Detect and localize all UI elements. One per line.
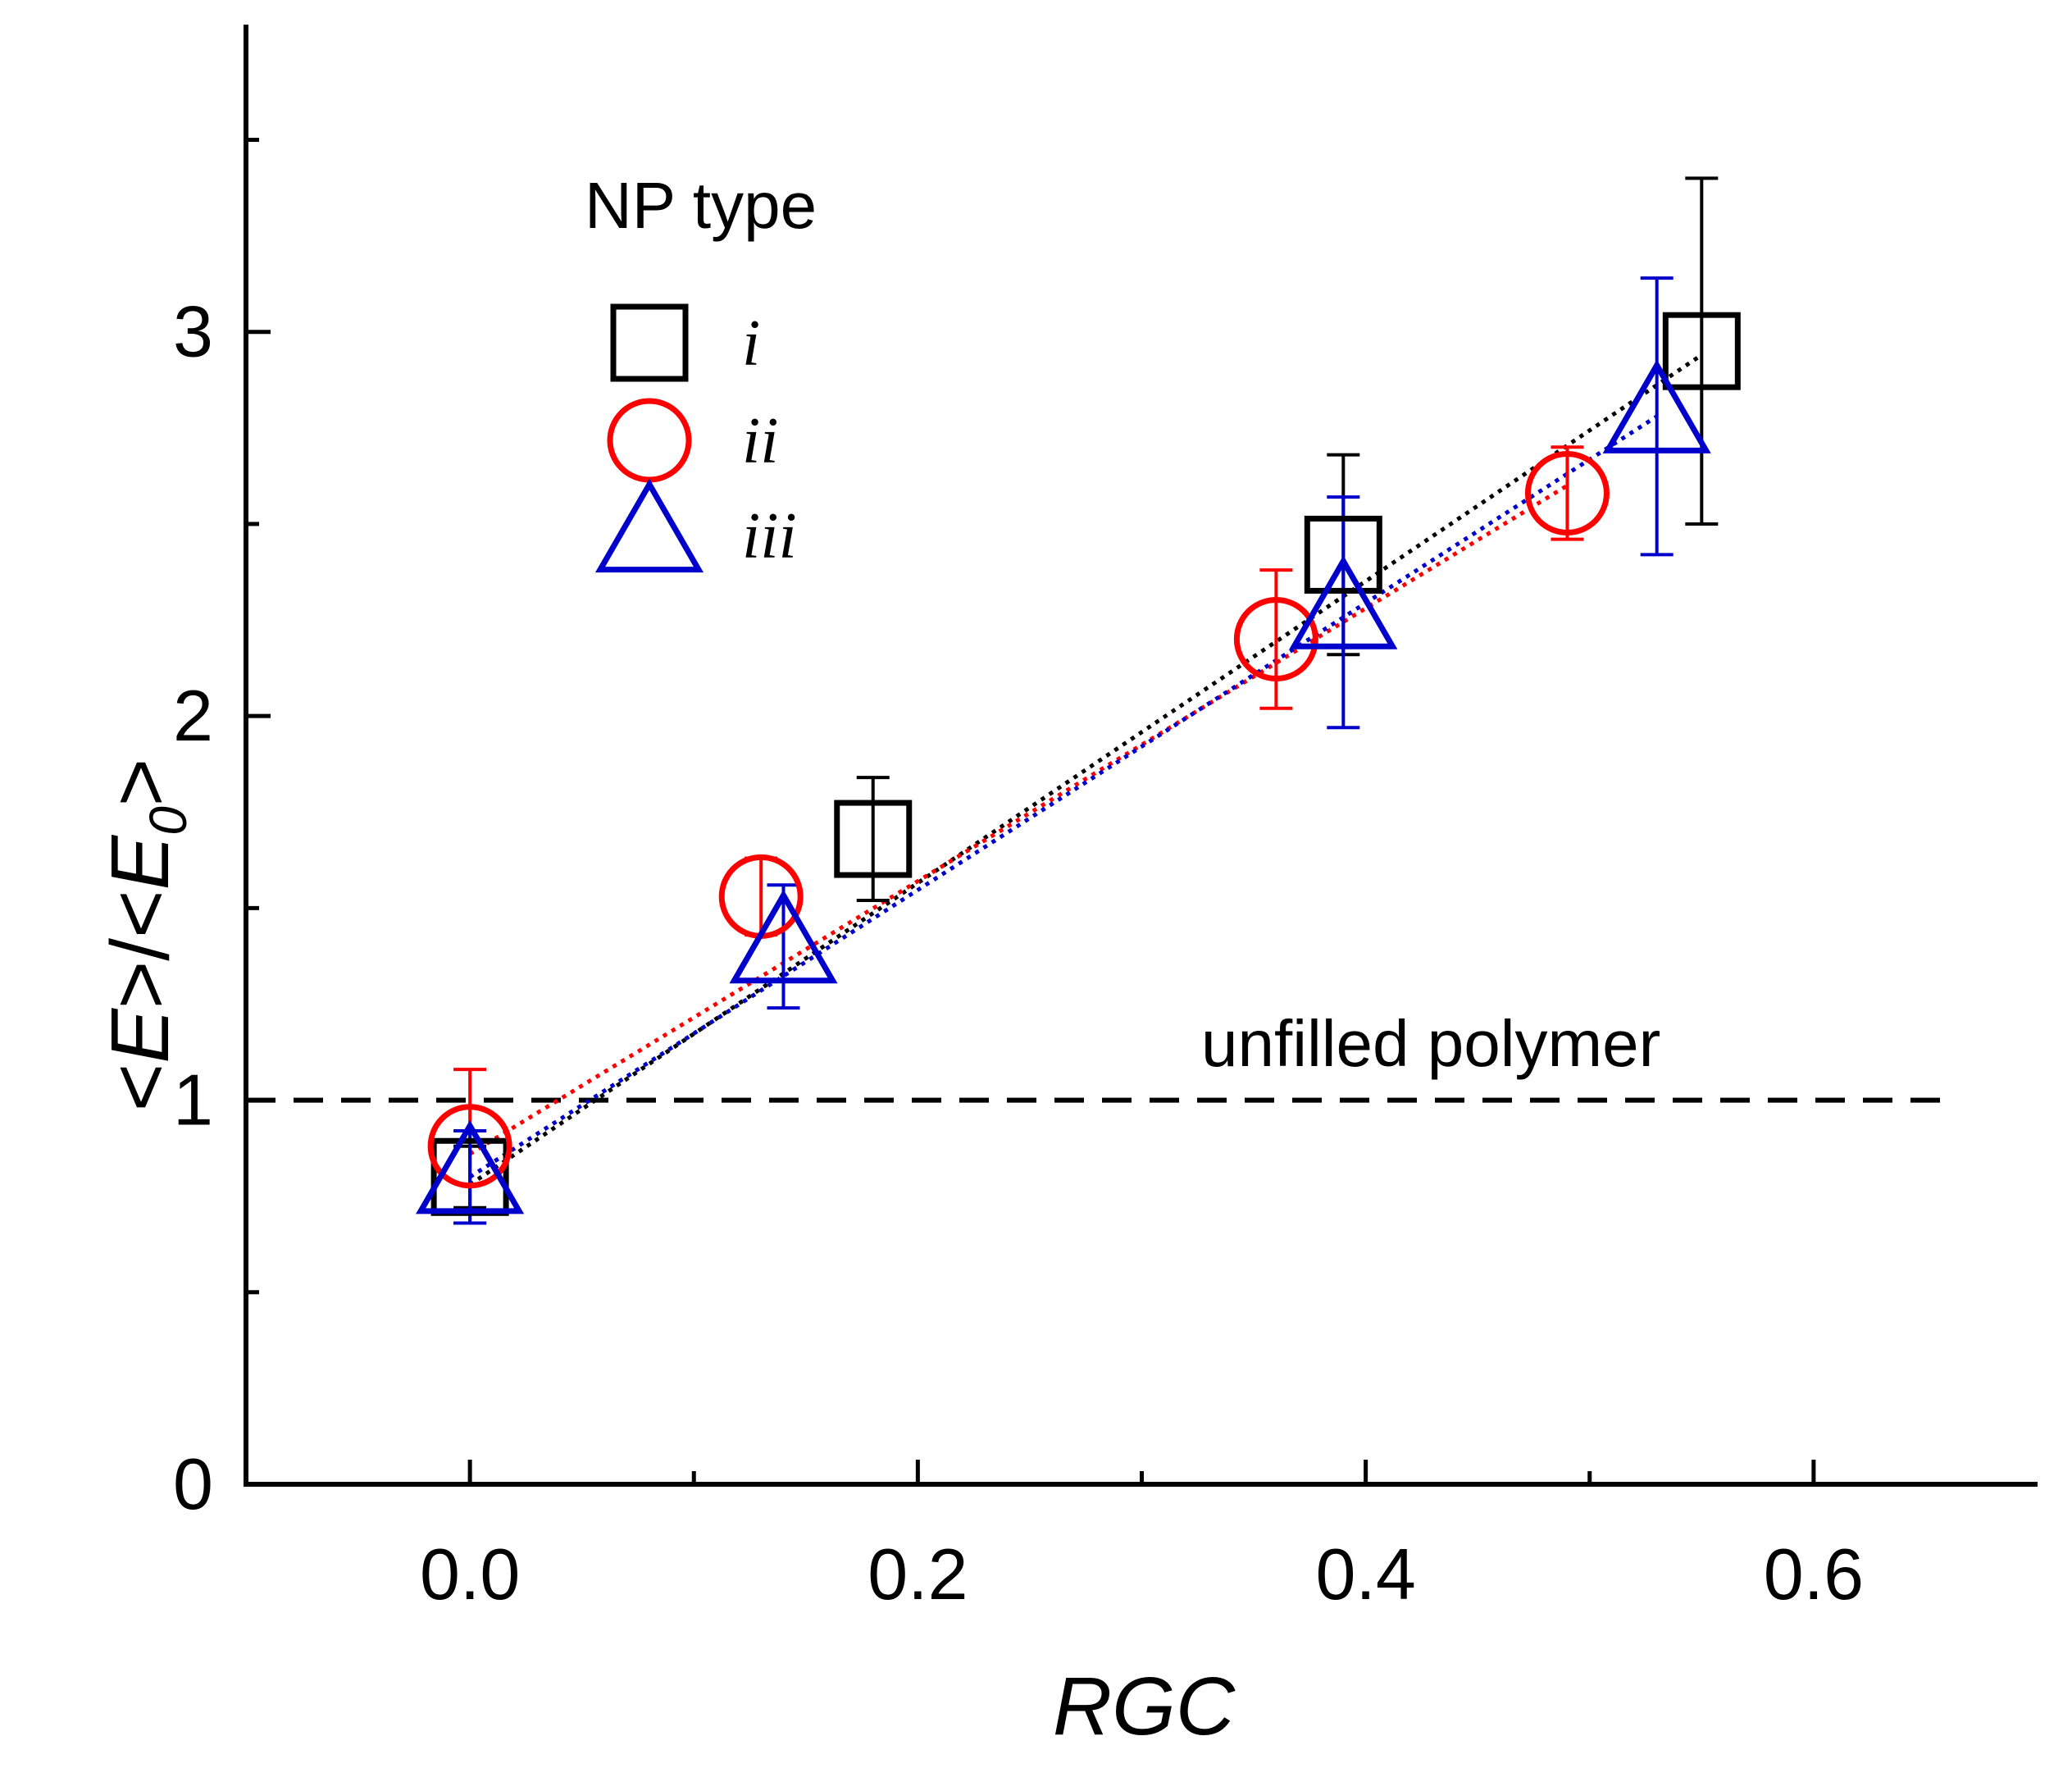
data-point-i <box>834 800 913 878</box>
markers-layer <box>416 312 1741 1216</box>
legend-label-iii: iii <box>742 500 797 572</box>
legend-marker-iii <box>594 478 704 573</box>
legend-marker-ii <box>607 398 692 483</box>
x-tick-label: 0.6 <box>1764 1533 1864 1615</box>
y-title-part-4: E <box>94 835 186 891</box>
fit-line-iii <box>468 414 1659 1179</box>
y-title-part-3: >/< <box>94 891 186 1009</box>
error-bars-layer <box>453 176 1719 1225</box>
data-point-ii <box>1524 450 1610 535</box>
data-point-iii <box>1289 555 1398 649</box>
fit-lines-layer <box>468 353 1703 1187</box>
data-point-ii <box>427 1104 512 1189</box>
y-tick-label: 1 <box>173 1059 213 1141</box>
y-tick-label: 3 <box>173 291 213 372</box>
legend-title: NP type <box>585 169 817 242</box>
y-axis-title: <E>/<E0> <box>94 759 198 1111</box>
legend-label-ii: ii <box>742 405 778 477</box>
fit-line-i <box>468 353 1703 1187</box>
reference-line-label: unfilled polymer <box>1201 1007 1660 1080</box>
y-title-part-1: < <box>94 1064 186 1111</box>
data-point-ii <box>1233 596 1318 681</box>
y-tick-label: 0 <box>173 1443 213 1524</box>
axes-layer: 0.0 0.2 0.4 0.6 0 1 2 3 <box>173 25 2038 1615</box>
x-axis-title: RGC <box>1053 1661 1236 1752</box>
x-tick-label: 0.4 <box>1315 1533 1415 1615</box>
x-tick-label: 0.2 <box>868 1533 968 1615</box>
legend-label-i: i <box>742 308 760 380</box>
legend-marker-i <box>610 303 689 382</box>
data-point-i <box>1304 515 1382 594</box>
y-tick-label: 2 <box>173 675 213 756</box>
x-tick-label: 0.0 <box>420 1533 520 1615</box>
fit-line-ii <box>468 483 1569 1156</box>
data-point-iii <box>1602 359 1711 453</box>
y-title-part-2: E <box>94 1008 186 1064</box>
y-title-part-6: > <box>94 759 186 806</box>
data-point-iii <box>729 889 838 984</box>
y-title-part-5: 0 <box>139 806 198 836</box>
data-point-iii <box>416 1119 525 1214</box>
data-point-i <box>1662 312 1741 390</box>
